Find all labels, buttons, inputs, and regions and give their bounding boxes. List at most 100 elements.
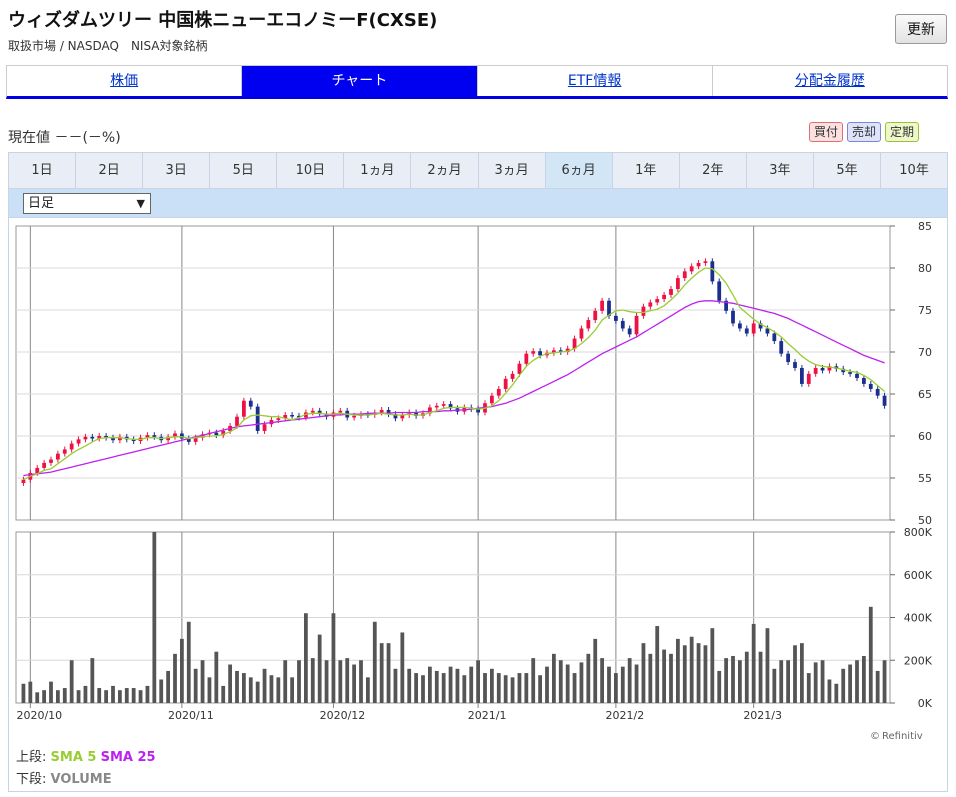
- candle-body: [682, 271, 687, 279]
- candle-body: [558, 350, 563, 352]
- period-tab[interactable]: 5年: [814, 153, 882, 188]
- volume-bar: [248, 677, 253, 703]
- period-tab[interactable]: 2年: [680, 153, 747, 188]
- volume-bar: [62, 688, 67, 703]
- candle-body: [179, 433, 184, 439]
- price-tick-label: 75: [918, 304, 932, 317]
- tab-dividend-history[interactable]: 分配金履歴: [794, 73, 865, 89]
- volume-bar: [634, 664, 639, 703]
- price-plot-area: [15, 225, 891, 521]
- volume-bar: [186, 621, 191, 703]
- volume-bar: [510, 677, 515, 703]
- period-tab[interactable]: 1年: [613, 153, 680, 188]
- price-tick-label: 65: [918, 388, 932, 401]
- volume-bar: [806, 673, 811, 703]
- volume-bar: [703, 645, 708, 703]
- volume-bar: [793, 645, 797, 703]
- main-tabs: 株価 チャート ETF情報 分配金履歴: [6, 65, 948, 99]
- volume-bar: [90, 658, 95, 703]
- volume-bar: [365, 677, 370, 703]
- x-axis-label: 2021/1: [468, 709, 507, 722]
- period-tab-active[interactable]: 6ヵ月: [545, 153, 613, 188]
- volume-bar: [848, 664, 853, 703]
- candle-body: [848, 372, 853, 374]
- candle-body: [427, 407, 432, 414]
- regular-purchase-button[interactable]: 定期: [885, 122, 920, 142]
- volume-bar: [758, 651, 763, 703]
- sma5-line: [23, 267, 886, 481]
- candle-body: [779, 341, 784, 354]
- volume-bar: [531, 658, 536, 703]
- volume-bar: [717, 670, 722, 703]
- buy-button[interactable]: 買付: [809, 122, 844, 142]
- frequency-select[interactable]: 日足 ▼: [23, 193, 151, 214]
- volume-bar: [710, 628, 715, 703]
- period-tab[interactable]: 3ヵ月: [479, 153, 546, 188]
- x-axis-label: 2021/2: [606, 709, 645, 722]
- volume-bar: [483, 673, 487, 703]
- period-tab[interactable]: 2日: [76, 153, 144, 188]
- candle-body: [400, 415, 405, 419]
- period-tab[interactable]: 3日: [143, 153, 211, 188]
- x-axis-label: 2020/10: [16, 709, 62, 722]
- volume-bar: [545, 666, 549, 703]
- legend-sma25: SMA 25: [100, 750, 156, 765]
- period-tab[interactable]: 10年: [899, 163, 929, 178]
- period-tab[interactable]: 2ヵ月: [411, 153, 479, 188]
- candle-body: [882, 395, 887, 406]
- volume-bar: [462, 675, 467, 703]
- candle-body: [806, 373, 811, 384]
- volume-bar: [414, 673, 419, 703]
- period-tab[interactable]: 10日: [277, 153, 345, 188]
- candle-body: [35, 467, 40, 473]
- volume-bar: [193, 668, 198, 703]
- candle-body: [634, 315, 639, 335]
- refresh-button[interactable]: 更新: [895, 14, 947, 44]
- volume-bar: [276, 677, 281, 703]
- volume-bar: [427, 666, 432, 703]
- candle-body: [76, 439, 81, 444]
- volume-bar: [200, 660, 205, 703]
- volume-bar: [675, 638, 680, 703]
- volume-bar: [579, 662, 584, 703]
- volume-bar: [173, 653, 177, 703]
- candle-body: [565, 348, 570, 352]
- candle-body: [42, 462, 47, 468]
- volume-bar: [124, 688, 129, 703]
- volume-bar: [489, 668, 494, 703]
- period-tab[interactable]: 5日: [210, 153, 278, 188]
- candle-body: [600, 300, 605, 311]
- volume-bar: [283, 660, 288, 703]
- sell-button[interactable]: 売却: [847, 122, 882, 142]
- volume-bar: [152, 532, 157, 703]
- tab-stock-price[interactable]: 株価: [7, 66, 243, 96]
- candle-body: [117, 436, 122, 441]
- volume-bar: [696, 643, 701, 703]
- candle-body: [627, 328, 632, 335]
- volume-bar: [221, 685, 226, 703]
- volume-bar: [400, 632, 405, 703]
- period-tab[interactable]: 1日: [9, 153, 77, 188]
- candle-body: [731, 310, 735, 324]
- candle-body: [262, 424, 267, 431]
- candle-body: [290, 415, 295, 417]
- period-tab[interactable]: 3年: [747, 153, 814, 188]
- credit: © Refinitiv: [870, 731, 923, 742]
- chart-legend: 上段: SMA 5 SMA 25 下段: VOLUME: [16, 747, 156, 791]
- volume-bar: [751, 623, 756, 703]
- candle-body: [724, 300, 729, 311]
- volume-bar: [538, 675, 543, 703]
- candle-body: [393, 414, 398, 419]
- candle-body: [489, 395, 494, 404]
- volume-bar: [379, 643, 384, 703]
- tab-chart[interactable]: チャート: [242, 66, 478, 96]
- x-axis-label: 2020/11: [168, 709, 214, 722]
- candle-body: [758, 323, 763, 329]
- x-axis-label: 2021/3: [743, 709, 782, 722]
- period-tab[interactable]: 1ヵ月: [344, 153, 412, 188]
- volume-bar: [324, 660, 329, 703]
- candle-body: [517, 363, 522, 374]
- volume-bar: [551, 653, 556, 703]
- tab-etf-info[interactable]: ETF情報: [478, 66, 713, 96]
- volume-bar: [744, 651, 749, 703]
